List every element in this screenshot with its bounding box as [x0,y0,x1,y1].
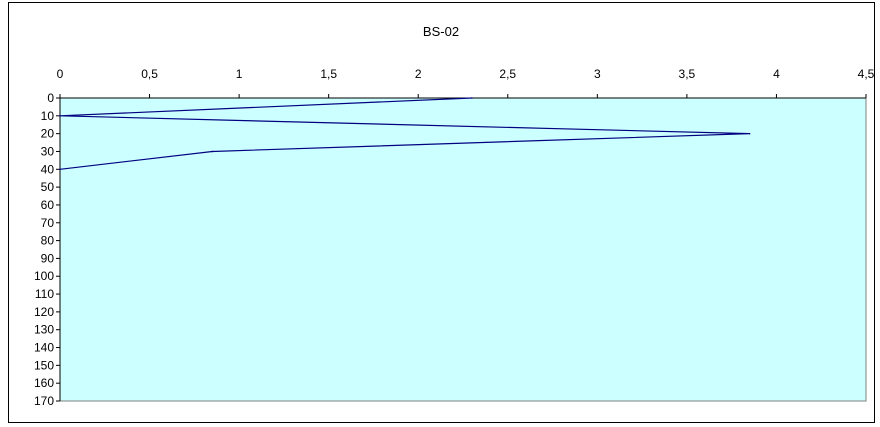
y-tick-label: 140 [34,341,54,355]
y-tick-label: 90 [41,251,55,265]
y-tick-label: 80 [41,234,55,248]
data-point [748,132,751,135]
data-point [59,115,61,117]
y-tick-label: 110 [35,287,54,301]
y-tick-label: 120 [34,305,54,319]
chart-title: BS-02 [423,24,459,39]
x-tick-label: 3 [594,67,601,81]
y-tick-label: 100 [34,269,54,283]
y-axis: 0 10 20 30 40 50 60 70 80 90 100 110 120 130 140 150 160… [34,91,61,408]
y-tick-label: 20 [41,127,55,141]
x-tick-label: 4,5 [858,67,875,81]
data-point [211,150,214,153]
data-point [59,168,61,171]
x-tick-label: 2 [415,67,422,81]
y-tick-label: 150 [34,358,54,372]
y-tick-label: 130 [34,323,54,337]
y-tick-label: 170 [34,394,54,408]
y-tick-label: 160 [34,376,54,390]
x-tick-label: 1,5 [320,67,337,81]
plot-background [59,97,867,402]
y-tick-label: 0 [47,91,54,105]
y-tick-label: 50 [41,180,55,194]
x-tick-label: 0 [57,67,64,81]
x-axis: 0 0,5 1 1,5 2 2,5 3 3,5 4 4,5 [57,67,875,99]
y-tick-label: 60 [41,198,55,212]
plot-area [59,97,867,402]
x-tick-label: 4 [773,67,780,81]
series-layer [59,97,751,171]
x-tick-label: 0,5 [141,67,158,81]
y-tick-label: 30 [41,144,55,158]
x-tick-label: 3,5 [679,67,696,81]
y-tick-label: 10 [41,109,55,123]
y-tick-label: 70 [41,216,55,230]
y-tick-label: 40 [41,162,55,176]
x-tick-label: 1 [236,67,243,81]
data-point [471,97,473,99]
x-tick-label: 2,5 [499,67,516,81]
